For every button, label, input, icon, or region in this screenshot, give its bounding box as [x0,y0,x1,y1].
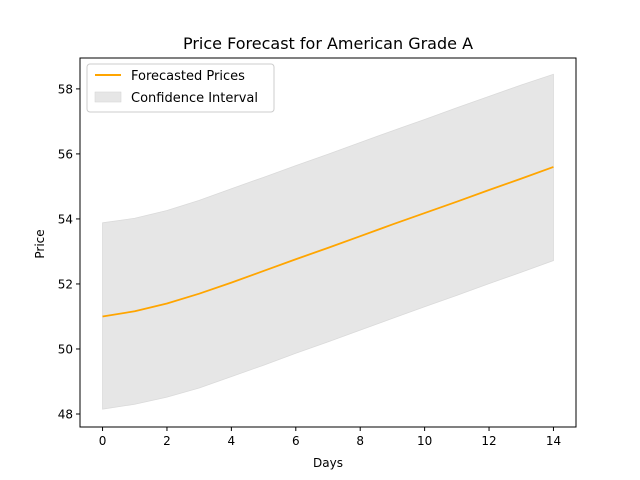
legend-box [86,63,275,113]
x-tick-label: 2 [163,434,171,448]
chart-title: Price Forecast for American Grade A [183,34,473,53]
y-tick-label: 56 [58,147,73,161]
legend: Forecasted Prices Confidence Interval [86,63,275,113]
y-tick-label: 48 [58,407,73,421]
confidence-band [102,73,554,410]
y-axis-label: Price [33,229,47,258]
legend-band-label: Confidence Interval [131,91,258,106]
legend-band-swatch [94,91,122,103]
series-line-0 [102,166,554,318]
x-tick-label: 12 [481,434,496,448]
legend-series-label: Forecasted Prices [131,69,245,84]
x-tick-label: 14 [546,434,561,448]
y-tick-label: 52 [58,277,73,291]
y-tick-label: 50 [58,342,73,356]
y-tick-label: 58 [58,82,73,96]
x-tick-label: 0 [99,434,107,448]
axes-frame [79,57,577,428]
x-tick-label: 6 [292,434,300,448]
x-tick-label: 4 [228,434,236,448]
x-axis-label: Days [313,456,343,470]
plot-area: 0 2 4 6 8 10 12 14 48 50 52 54 56 58 [58,57,577,448]
x-tick-label: 8 [356,434,364,448]
y-tick-label: 54 [58,212,73,226]
x-tick-label: 10 [417,434,432,448]
